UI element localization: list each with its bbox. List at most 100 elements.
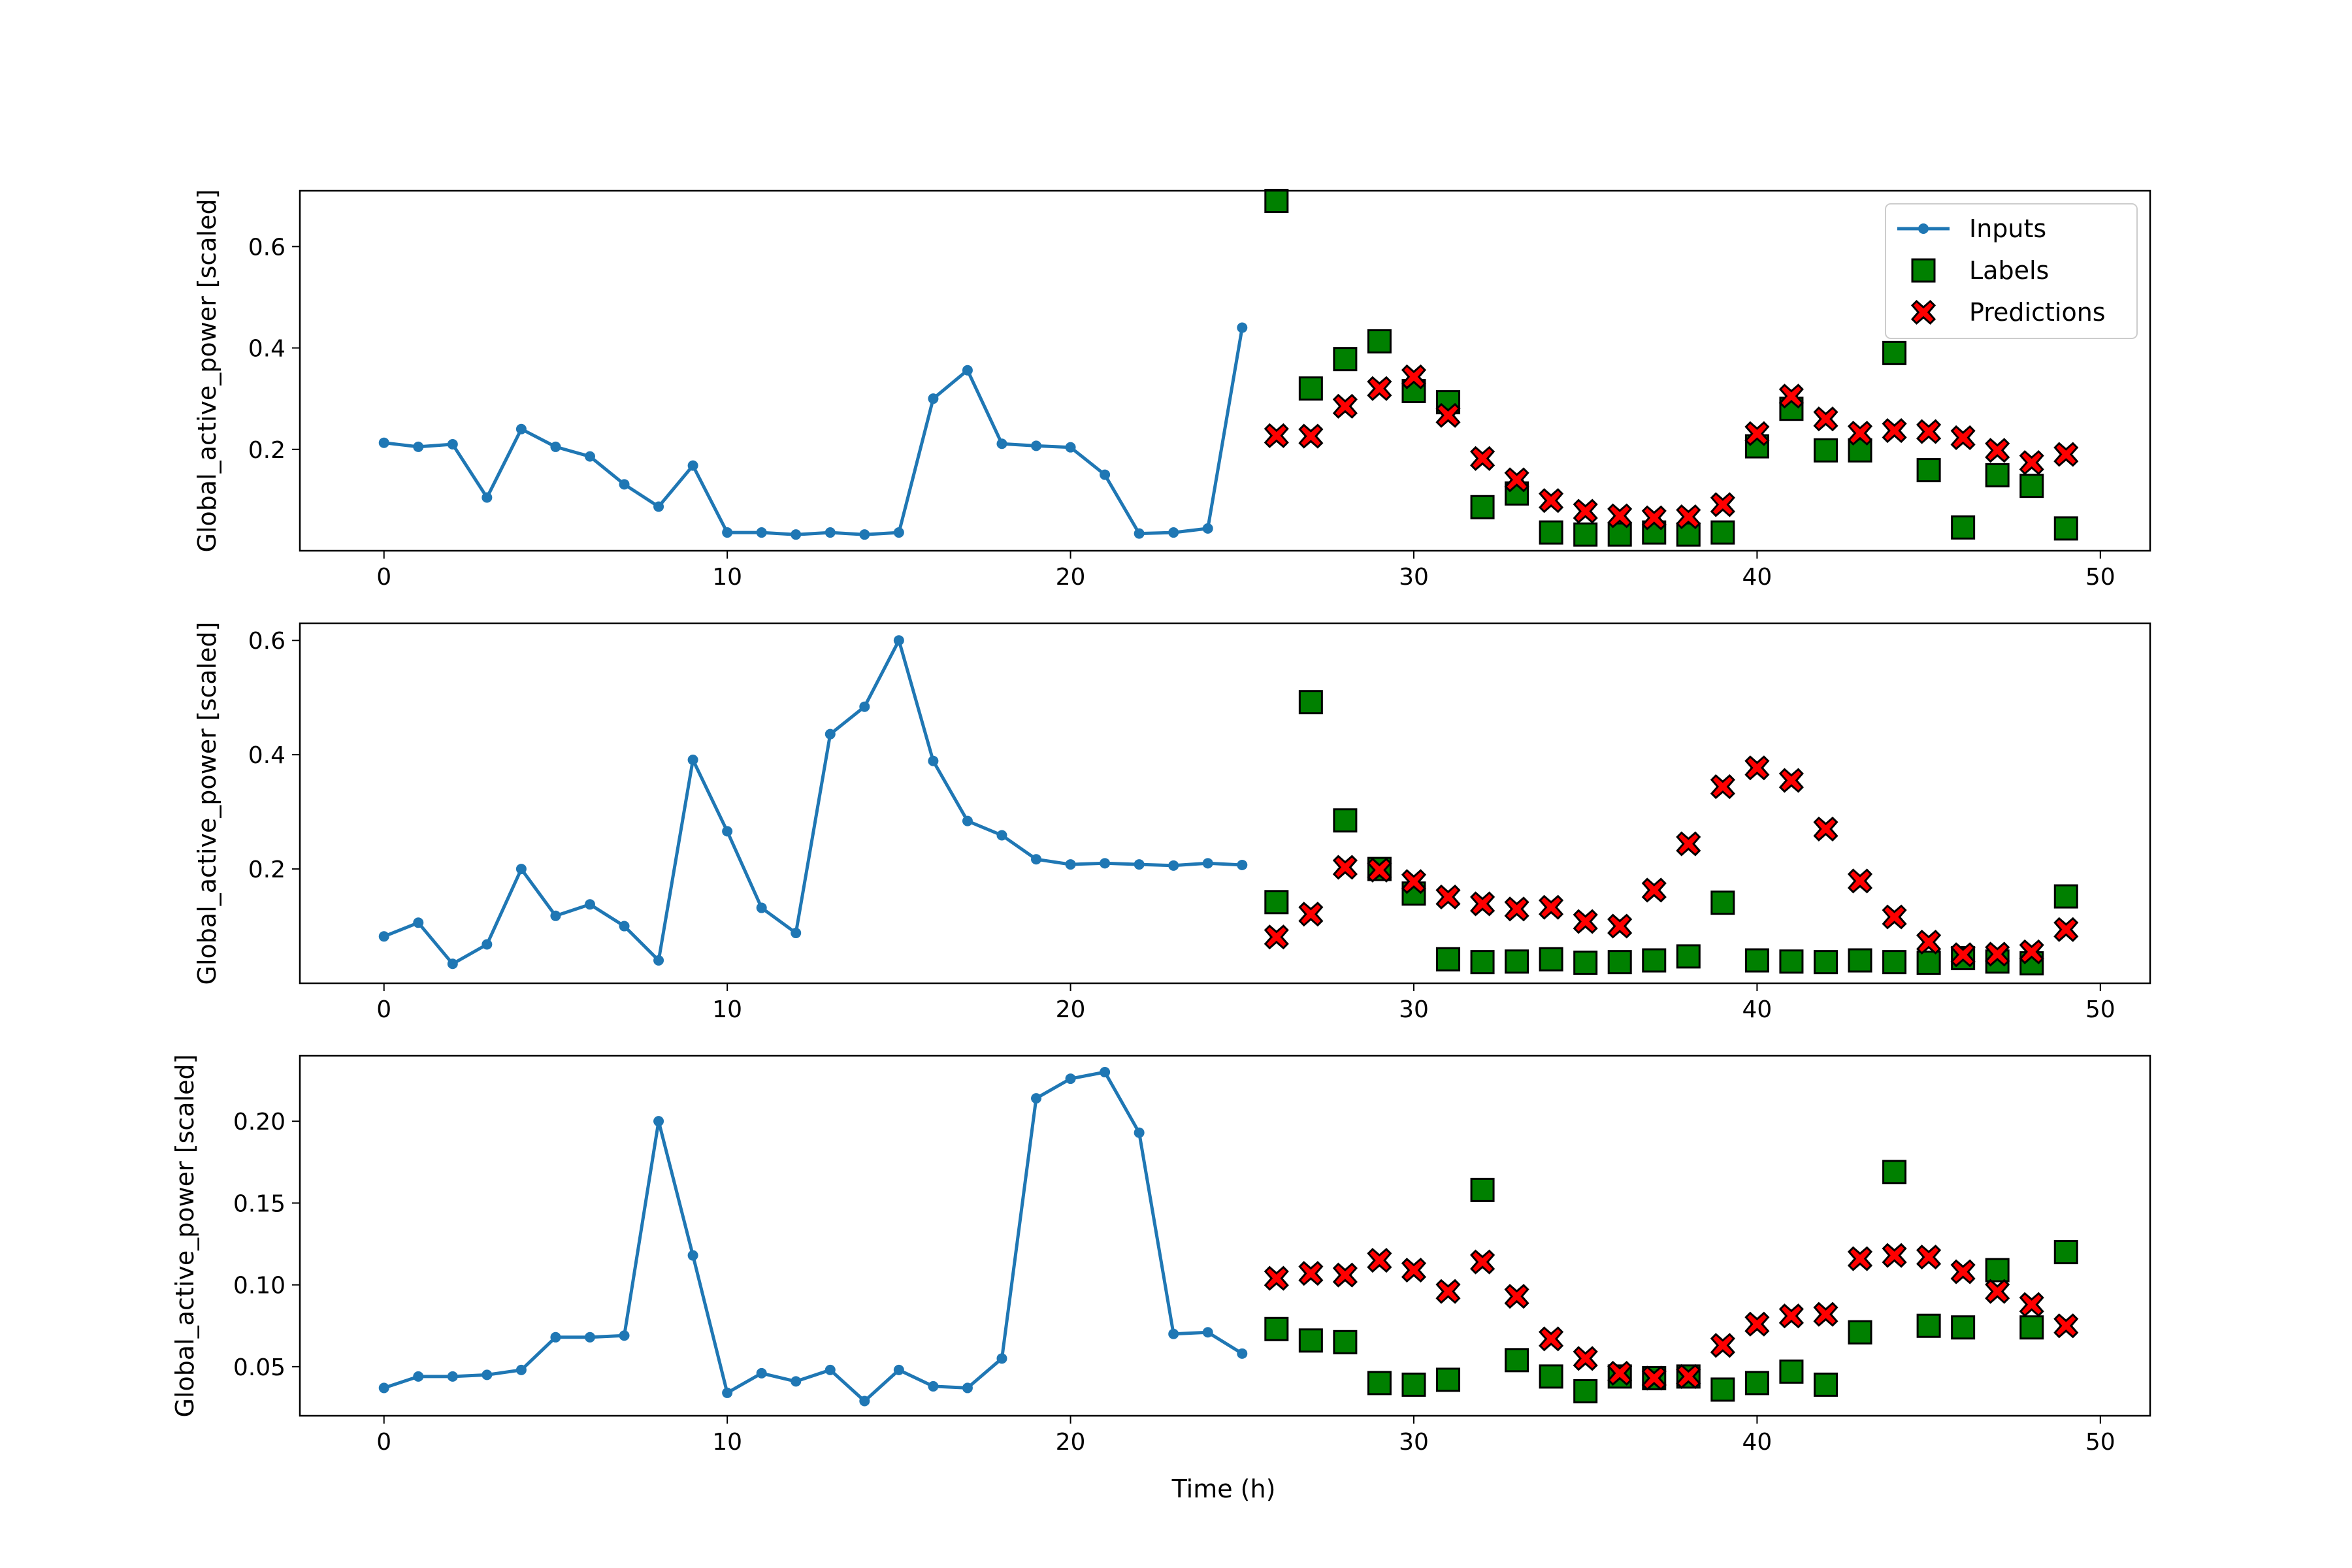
label-point (2019, 1315, 2044, 1340)
label-point (1333, 1330, 1358, 1354)
inputs-point (928, 1380, 939, 1392)
prediction-point (1470, 446, 1495, 471)
label-point (1744, 1371, 1769, 1396)
prediction-point (1435, 884, 1461, 909)
inputs-point (550, 441, 561, 452)
inputs-point (653, 955, 664, 966)
label-point (1779, 1359, 1804, 1384)
prediction-point (1539, 488, 1564, 514)
inputs-point (1100, 469, 1111, 480)
inputs-point (825, 728, 836, 740)
x-tick-label: 40 (1742, 564, 1772, 591)
x-tick-label: 0 (376, 996, 391, 1023)
prediction-point (1573, 1346, 1598, 1371)
y-axis-label: Global_active_power [scaled] (171, 1054, 199, 1418)
inputs-point (413, 441, 424, 452)
inputs-point (825, 527, 836, 538)
label-point (1470, 950, 1495, 975)
prediction-point (1298, 902, 1324, 927)
prediction-point (1847, 420, 1873, 446)
prediction-point (1916, 1245, 1942, 1270)
label-point (1264, 890, 1289, 915)
label-point (1470, 1177, 1495, 1202)
label-point (1298, 1328, 1323, 1353)
label-point (1573, 1379, 1598, 1403)
panels: 0 10 20 30 40 50 0.2 0.4 0.6 Global_active_power … (171, 189, 2151, 1456)
inputs-line (384, 327, 1244, 536)
inputs-point (962, 815, 973, 826)
prediction-point (1710, 1333, 1735, 1358)
label-point (1470, 495, 1495, 519)
prediction-point (1367, 1248, 1392, 1273)
prediction-point (1504, 896, 1529, 922)
label-point (1505, 1348, 1529, 1373)
inputs-point (584, 1331, 595, 1343)
inputs-line (383, 638, 1243, 966)
prediction-point (1401, 1258, 1427, 1283)
inputs-point (859, 1396, 870, 1407)
label-point (2053, 1240, 2078, 1265)
prediction-point (1676, 831, 1701, 857)
label-point (1916, 458, 1941, 483)
inputs-point (756, 902, 767, 913)
prediction-point (1332, 393, 1358, 419)
inputs-point (619, 479, 630, 490)
inputs-point (619, 1330, 630, 1341)
inputs-point (791, 529, 802, 540)
x-tick-label: 10 (712, 564, 742, 591)
inputs-point (722, 1387, 733, 1398)
prediction-point (1710, 774, 1735, 800)
prediction-point (1778, 1303, 1804, 1329)
inputs-point (1202, 858, 1213, 869)
label-point (1882, 340, 1907, 365)
inputs-point (722, 527, 733, 538)
prediction-point (1778, 768, 1804, 793)
inputs-point (584, 899, 595, 910)
panel-2: 0 10 20 30 40 50 0.2 0.4 0.6 Global_active_power … (193, 622, 2151, 1023)
label-point (1642, 948, 1667, 973)
legend-entry-predictions: Predictions (1969, 298, 2106, 327)
prediction-point (1985, 1279, 2010, 1304)
label-point (1710, 520, 1735, 545)
inputs-point (1031, 1093, 1042, 1104)
inputs-point (447, 439, 458, 450)
label-point (2053, 516, 2078, 541)
prediction-point (1607, 913, 1633, 939)
prediction-point (1367, 857, 1392, 883)
inputs-point (996, 830, 1007, 841)
legend-predictions-marker (1910, 299, 1936, 325)
inputs-point (687, 1250, 698, 1261)
label-point (1951, 515, 1976, 540)
inputs-point (515, 423, 527, 434)
inputs-point (859, 701, 870, 712)
y-tick-label: 0.05 (233, 1354, 286, 1381)
prediction-point (1504, 467, 1529, 493)
prediction-point (1367, 376, 1392, 401)
x-tick-label: 20 (1056, 1429, 1086, 1456)
inputs-point (928, 755, 939, 766)
label-point (1985, 1258, 2010, 1282)
y-axis-label: Global_active_power [scaled] (193, 622, 221, 985)
x-tick-label: 50 (2085, 564, 2115, 591)
x-tick-label: 30 (1399, 1429, 1429, 1456)
label-point (1298, 376, 1323, 401)
inputs-point (1134, 1127, 1145, 1138)
inputs-point (687, 460, 698, 471)
inputs-point (653, 501, 664, 512)
prediction-point (1882, 904, 1907, 930)
inputs-point (687, 755, 698, 766)
label-point (1813, 438, 1838, 463)
label-point (1573, 522, 1598, 547)
prediction-point (1676, 504, 1701, 530)
prediction-point (2053, 917, 2079, 942)
prediction-point (1264, 924, 1289, 950)
inputs-point (550, 910, 561, 921)
inputs-point (962, 365, 973, 376)
prediction-point (1847, 868, 1873, 894)
inputs-point (859, 529, 870, 540)
axes-frame (299, 1054, 2151, 1417)
prediction-point (1641, 1365, 1667, 1391)
inputs-point (1202, 1327, 1213, 1338)
inputs-point (378, 1382, 389, 1394)
